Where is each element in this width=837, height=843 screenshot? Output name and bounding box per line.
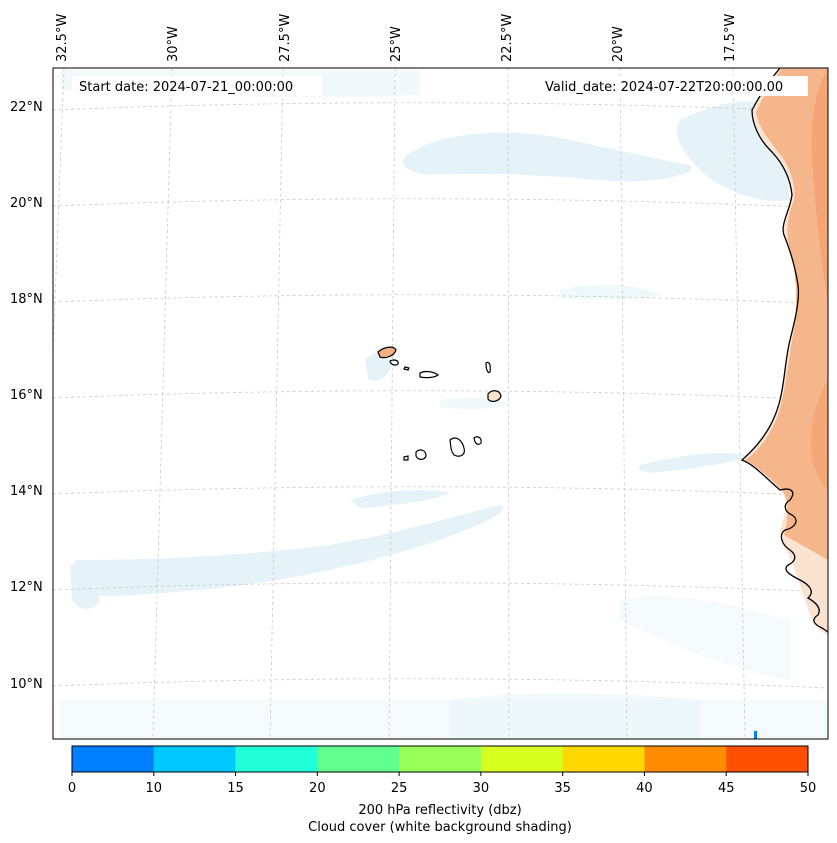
lon-label-30w: 30°W: [166, 26, 181, 62]
colorbar-segment-2: [235, 746, 318, 772]
colorbar-tick-label: 25: [391, 781, 408, 796]
colorbar-tick-label: 35: [554, 781, 571, 796]
colorbar-tick-label: 20: [309, 781, 326, 796]
colorbar-tick-label: 45: [718, 781, 735, 796]
start-date-label: Start date: 2024-07-21_00:00:00: [79, 80, 293, 95]
map-area: [53, 68, 828, 739]
valid-date-box: [538, 76, 808, 96]
lat-label-16n: 16°N: [10, 388, 43, 403]
graticule: [53, 68, 828, 739]
colorbar-tick-label: 50: [800, 781, 817, 796]
colorbar-label-cloud-cover: Cloud cover (white background shading): [308, 820, 572, 835]
colorbar-segment-7: [644, 746, 727, 772]
colorbar-segment-1: [153, 746, 237, 772]
lon-label-25w: 25°W: [389, 26, 404, 62]
lon-label-17-5w: 17.5°W: [723, 14, 738, 62]
colorbar-tick-label: 30: [473, 781, 490, 796]
lat-label-20n: 20°N: [10, 196, 43, 211]
lat-label-10n: 10°N: [10, 677, 43, 692]
colorbar-segment-8: [726, 746, 809, 772]
lon-label-32-5w: 32.5°W: [55, 14, 70, 62]
longitude-labels: 32.5°W 30°W 27.5°W 25°W 22.5°W 20°W 17.5…: [55, 14, 738, 62]
colorbar-frame: [71, 745, 809, 773]
valid-date-label: Valid_date: 2024-07-22T20:00:00.00: [545, 80, 783, 95]
colorbar-segment-6: [562, 746, 645, 772]
cape-verde-islands: [377, 346, 502, 461]
lon-label-27-5w: 27.5°W: [278, 14, 293, 62]
africa-landmass: [740, 68, 828, 635]
lon-label-20w: 20°W: [611, 26, 626, 62]
map-frame: [52, 67, 829, 740]
start-date-box: [72, 76, 322, 96]
lon-label-22-5w: 22.5°W: [500, 14, 515, 62]
reflectivity-mark: [754, 731, 757, 739]
latitude-labels: 22°N 20°N 18°N 16°N 14°N 12°N 10°N: [10, 100, 43, 692]
lat-label-14n: 14°N: [10, 484, 43, 499]
colorbar: 0 10 15 20 25 30 35 40 45 50 200 hPa reflectivity…: [68, 745, 816, 835]
colorbar-segments: [72, 746, 809, 772]
colorbar-segment-4: [399, 746, 482, 772]
colorbar-segment-0: [72, 746, 155, 772]
colorbar-label-reflectivity: 200 hPa reflectivity (dbz): [358, 803, 521, 818]
lat-label-18n: 18°N: [10, 292, 43, 307]
colorbar-tick-label: 10: [146, 781, 163, 796]
colorbar-tick-label: 0: [68, 781, 76, 796]
colorbar-segment-3: [317, 746, 400, 772]
lat-label-22n: 22°N: [10, 100, 43, 115]
colorbar-tick-label: 40: [636, 781, 653, 796]
colorbar-tick-label: 15: [227, 781, 244, 796]
colorbar-segment-5: [480, 746, 564, 772]
lat-label-12n: 12°N: [10, 580, 43, 595]
colorbar-ticks: 0 10 15 20 25 30 35 40 45 50: [68, 772, 816, 796]
